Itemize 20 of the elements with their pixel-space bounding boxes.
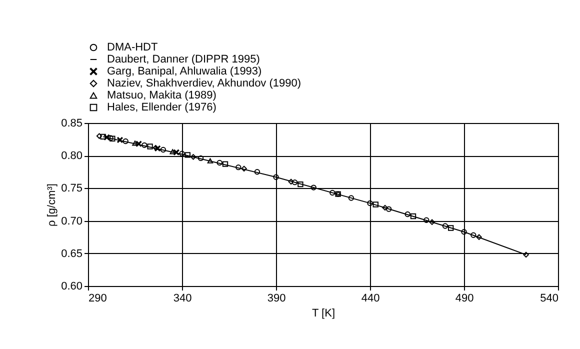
x-tick-label: 440 xyxy=(361,292,380,304)
legend-label: Garg, Banipal, Ahluwalia (1993) xyxy=(107,66,262,78)
legend-label: Naziev, Shakhverdiev, Akhundov (1990) xyxy=(107,78,302,90)
x-tick-label: 290 xyxy=(88,292,107,304)
legend-label: DMA-HDT xyxy=(107,42,158,54)
y-tick-label: 0.85 xyxy=(61,118,82,130)
legend-label: Daubert, Danner (DIPPR 1995) xyxy=(107,54,260,66)
legend-label: Matsuo, Makita (1989) xyxy=(107,90,216,102)
y-tick-label: 0.60 xyxy=(61,280,82,292)
y-tick-label: 0.75 xyxy=(61,182,82,195)
x-tick-label: 490 xyxy=(455,292,474,304)
y-tick-label: 0.65 xyxy=(61,248,82,260)
x-tick-label: 390 xyxy=(267,292,286,304)
y-axis-title: ρ [g/cm³] xyxy=(46,184,58,226)
y-tick-label: 0.80 xyxy=(61,150,82,162)
x-tick-label: 540 xyxy=(540,292,558,304)
legend-label: Hales, Ellender (1976) xyxy=(107,102,216,114)
x-tick-label: 340 xyxy=(173,292,192,304)
x-axis-title: T [K] xyxy=(312,308,336,320)
y-tick-label: 0.70 xyxy=(61,215,82,228)
